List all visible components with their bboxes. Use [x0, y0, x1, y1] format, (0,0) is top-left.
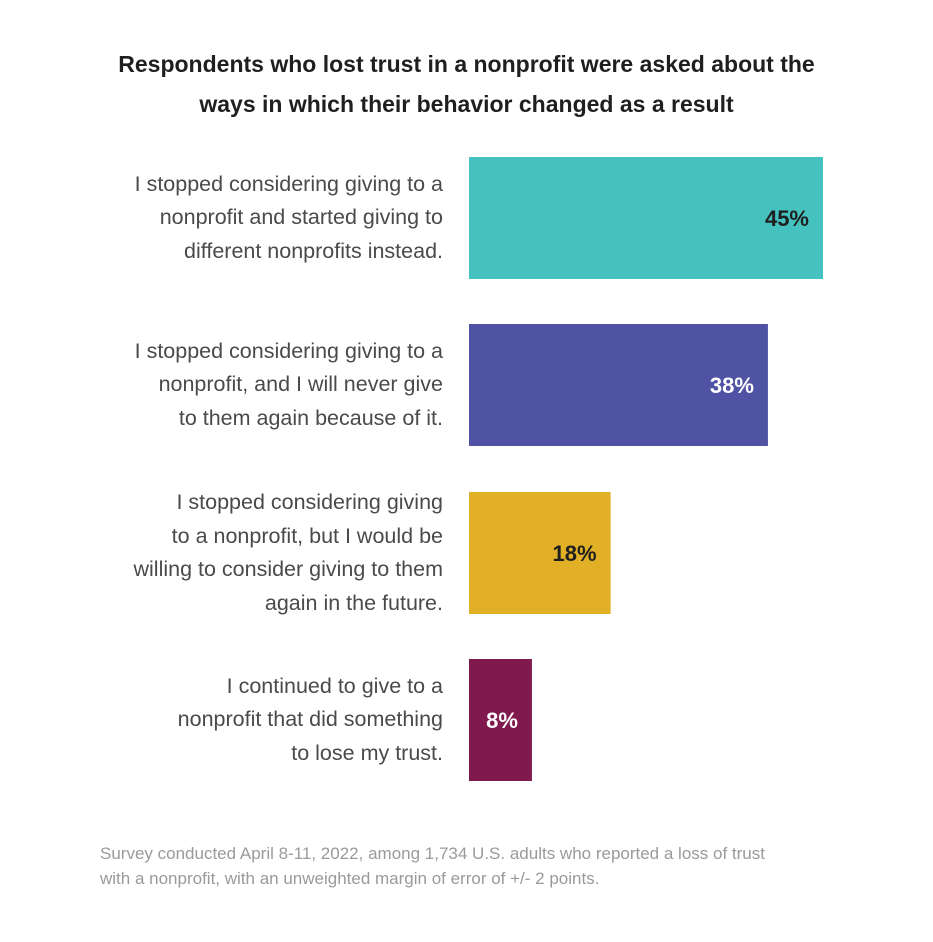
- category-label-2: I stopped considering giving to a nonprof…: [63, 335, 443, 436]
- chart-title-line-1: Respondents who lost trust in a nonprofi…: [118, 51, 815, 77]
- category-label-3-line-2: to a nonprofit, but I would be: [171, 523, 443, 548]
- data-label-4: 8%: [486, 708, 518, 733]
- category-label-4: I continued to give to a nonprofit that d…: [63, 670, 443, 771]
- bar-4: [469, 659, 532, 781]
- footnote-line-1: Survey conducted April 8-11, 2022, among…: [100, 844, 765, 863]
- bar-3: [469, 492, 611, 614]
- category-label-3-line-1: I stopped considering giving: [176, 490, 443, 514]
- category-label-2-line-1: I stopped considering giving to a: [134, 338, 443, 363]
- data-label-1: 45%: [765, 206, 809, 231]
- bar-2: [469, 324, 768, 446]
- category-label-4-line-3: to lose my trust.: [291, 740, 443, 765]
- category-label-1-line-1: I stopped considering giving to a: [134, 171, 443, 196]
- category-label-2-line-2: nonprofit, and I will never give: [158, 372, 443, 397]
- category-label-3: I stopped considering giving to a nonprof…: [63, 486, 443, 620]
- bar-1: [469, 157, 823, 279]
- category-label-2-line-3: to them again because of it.: [178, 405, 443, 430]
- chart-title: Respondents who lost trust in a nonprofi…: [60, 44, 873, 124]
- category-label-1-line-3: different nonprofits instead.: [184, 238, 443, 263]
- category-label-4-line-1: I continued to give to a: [226, 673, 443, 698]
- footnote: Survey conducted April 8-11, 2022, among…: [100, 841, 900, 891]
- data-label-2: 38%: [710, 373, 754, 398]
- category-label-4-line-2: nonprofit that did something: [177, 707, 443, 732]
- category-label-3-line-3: willing to consider giving to them: [133, 557, 443, 581]
- footnote-line-2: with a nonprofit, with an unweighted mar…: [100, 869, 600, 888]
- category-label-3-line-4: again in the future.: [264, 590, 443, 615]
- chart-title-line-2: ways in which their behavior changed as …: [199, 91, 734, 117]
- category-label-1-line-2: nonprofit and started giving to: [159, 205, 443, 230]
- category-label-1: I stopped considering giving to a nonprof…: [63, 168, 443, 269]
- data-label-3: 18%: [553, 541, 597, 566]
